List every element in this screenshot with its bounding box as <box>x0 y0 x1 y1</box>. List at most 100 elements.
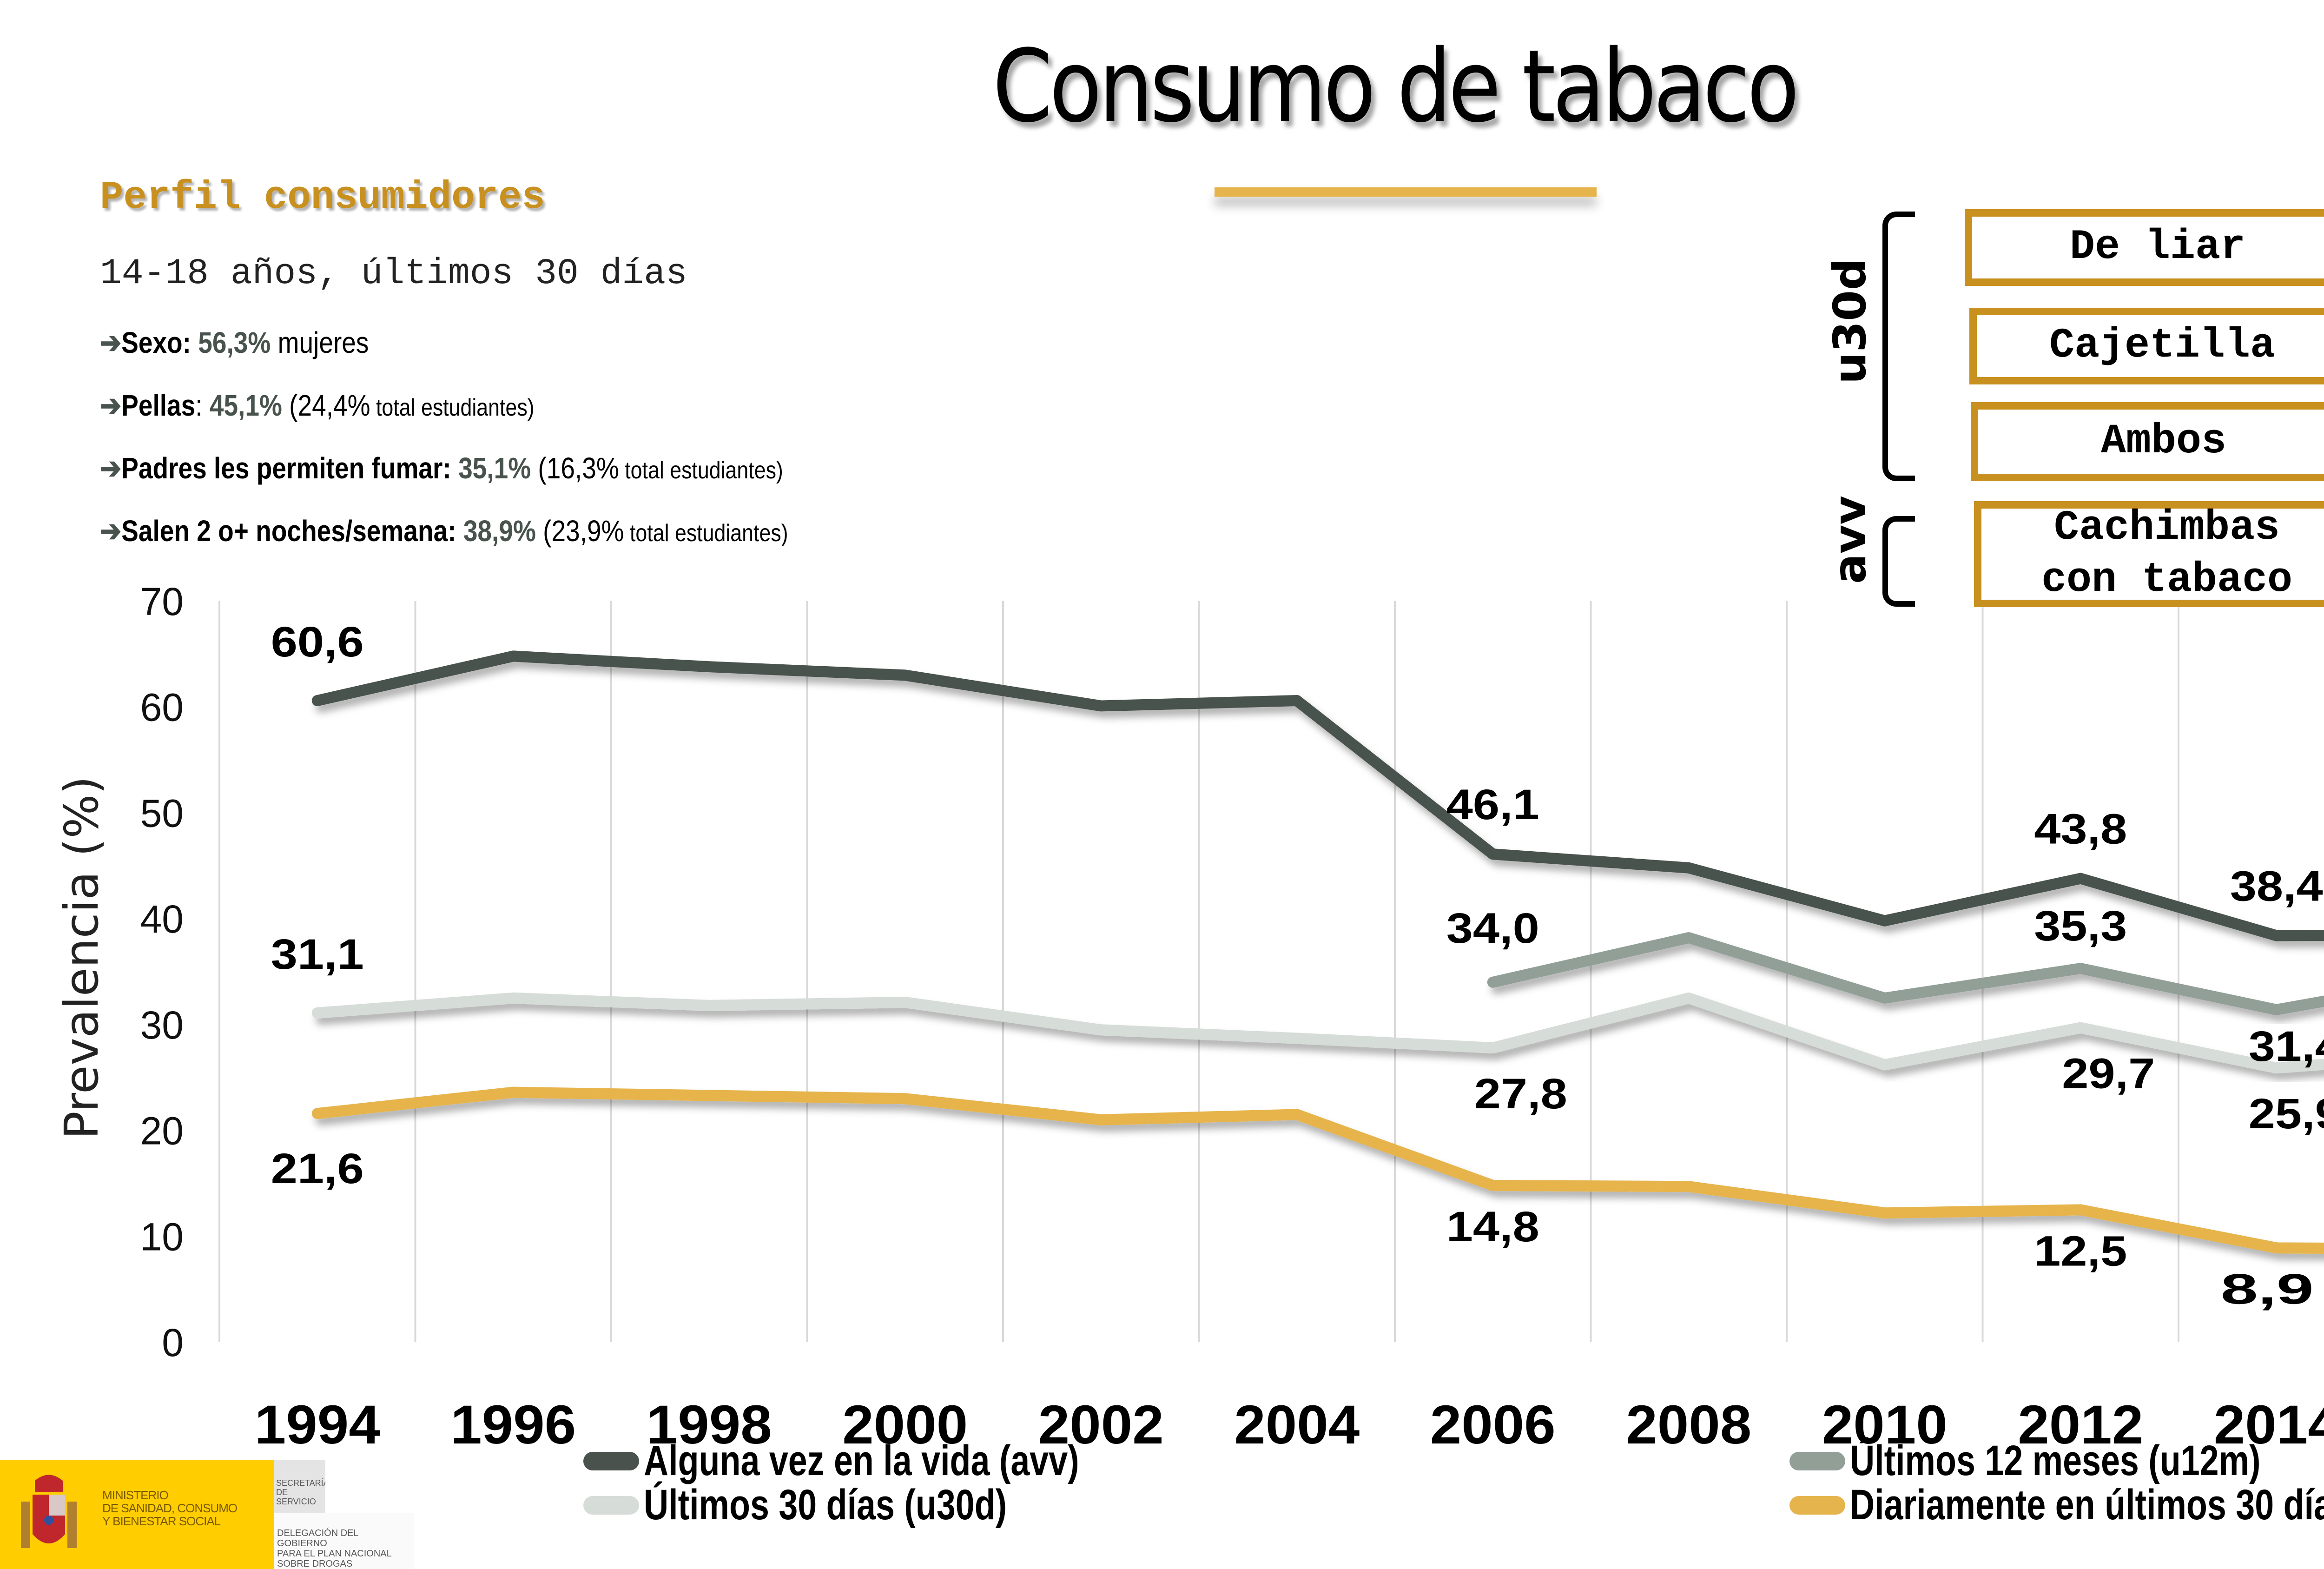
arrow-icon: ➔ <box>100 389 122 422</box>
data-point-u12m <box>2276 1009 2277 1010</box>
bullet-label: Salen 2 o+ noches/semana: <box>121 514 456 548</box>
legend-swatch-avv <box>583 1451 639 1470</box>
data-point-u30d <box>1884 1064 1885 1066</box>
ministry-line: Y BIENESTAR SOCIAL <box>102 1514 221 1528</box>
data-point-u30d <box>513 997 514 999</box>
bullet-value: 38,9% <box>463 514 536 548</box>
x-tick-label: 1996 <box>450 1394 576 1456</box>
data-point-u30d <box>708 1005 710 1006</box>
type-label: Cachimbas con tabaco <box>2041 502 2292 607</box>
x-tick-label: 2010 <box>1822 1394 1948 1456</box>
bullet-rest: mujeres <box>271 326 369 359</box>
data-point-u12m <box>2080 968 2081 969</box>
x-tick-label: 2014 <box>2214 1394 2324 1456</box>
data-point-daily <box>1688 1186 1690 1187</box>
y-tick-label: 0 <box>162 1321 184 1364</box>
ministry-line: MINISTERIO <box>102 1488 169 1502</box>
data-label-u30d: 27,8 <box>1474 1070 1567 1118</box>
legend-label: Alguna vez en la vida (avv) <box>644 1437 1079 1484</box>
data-point-u30d <box>2080 1027 2081 1028</box>
x-tick-label: 1998 <box>647 1394 772 1456</box>
y-tick-label: 10 <box>140 1215 184 1258</box>
data-label-daily: 8,9 <box>2221 1265 2314 1313</box>
delegacion-line: SOBRE DROGAS <box>277 1559 353 1569</box>
data-point-u30d <box>1688 997 1690 999</box>
delegacion-line: PARA EL PLAN NACIONAL <box>277 1549 392 1559</box>
legend-label: Últimos 30 días (u30d) <box>644 1481 1007 1529</box>
legend-swatch-u30d <box>583 1496 639 1515</box>
x-tick-label: 2002 <box>1038 1394 1164 1456</box>
ministry-name: MINISTERIO DE SANIDAD, CONSUMO Y BIENEST… <box>102 1488 238 1528</box>
ministry-logo: MINISTERIO DE SANIDAD, CONSUMO Y BIENEST… <box>0 1460 274 1569</box>
bullet-paren-text: total estudiantes) <box>619 457 783 484</box>
group-label-u30d: u30d <box>1824 258 1876 384</box>
data-point-avv <box>513 655 514 657</box>
data-point-daily <box>2080 1209 2081 1211</box>
arrow-icon: ➔ <box>100 326 122 359</box>
type-label: Cajetilla <box>2049 322 2276 370</box>
series-line-daily <box>311 1086 2324 1254</box>
bullet-value: 56,3% <box>198 326 271 359</box>
data-point-avv <box>1688 867 1690 868</box>
x-tick-label: 2004 <box>1234 1394 1360 1456</box>
data-label-avv: 38,4 <box>2230 863 2323 910</box>
data-point-daily <box>1884 1212 1885 1214</box>
data-label-u12m: 35,3 <box>2034 902 2127 950</box>
data-point-avv <box>317 700 318 702</box>
legend-item-u30d: Últimos 30 días (u30d) <box>583 1481 1097 1529</box>
y-tick-label: 20 <box>140 1109 184 1153</box>
bullet-paren-value: (16,3% <box>538 451 619 485</box>
delegacion-logo: DELEGACIÓN DEL GOBIERNO PARA EL PLAN NAC… <box>274 1513 414 1569</box>
data-label-avv: 60,6 <box>271 618 364 666</box>
bullet-value: 35,1% <box>458 451 531 485</box>
y-tick-label: 70 <box>140 580 184 623</box>
y-axis-title: Prevalencia (%) <box>54 776 109 1139</box>
arrow-icon: ➔ <box>100 514 122 548</box>
data-label-u30d: 29,7 <box>2062 1050 2155 1098</box>
page-title: Consumo de tabaco <box>992 28 1799 145</box>
data-point-u30d <box>1296 1038 1298 1039</box>
data-point-avv <box>1884 920 1885 921</box>
type-box-de-liar: De liar <box>1965 209 2324 286</box>
x-tick-label: 2012 <box>2018 1394 2143 1456</box>
data-point-avv <box>2276 935 2277 936</box>
data-point-daily <box>1492 1185 1493 1186</box>
data-point-u12m <box>1688 937 1690 939</box>
y-tick-label: 30 <box>140 1003 184 1047</box>
data-point-daily <box>708 1095 710 1096</box>
legend-item-avv: Alguna vez en la vida (avv) <box>583 1437 1188 1485</box>
data-point-daily <box>513 1092 514 1093</box>
bullet-colon: : <box>195 389 203 422</box>
type-box-ambos: Ambos <box>1971 402 2324 481</box>
data-point-avv <box>708 666 710 668</box>
data-point-daily <box>2276 1247 2277 1249</box>
legend-item-u12m: Últimos 12 meses (u12m) <box>1789 1437 2324 1485</box>
x-axis-ticks: 1994 1996 1998 2000 2002 2004 2006 2008 2010 2012… <box>255 1394 2324 1456</box>
x-tick-label: 2008 <box>1626 1394 1751 1456</box>
profile-subheading: 14-18 años, últimos 30 días <box>100 253 687 294</box>
bullet-paren-value: (24,4% <box>289 389 370 422</box>
y-tick-label: 50 <box>140 791 184 835</box>
data-point-u30d <box>1100 1029 1102 1031</box>
series-line-avv <box>311 650 2324 941</box>
bullet-paren-value: (23,9% <box>543 514 624 548</box>
legend-item-daily: Diariamente en últimos 30 días <box>1789 1481 2324 1529</box>
type-label: Ambos <box>2100 417 2227 465</box>
data-label-u12m: 34,0 <box>1446 905 1539 952</box>
type-label: De liar <box>2069 224 2246 271</box>
data-point-u30d <box>1492 1047 1493 1048</box>
legend-swatch-daily <box>1789 1496 1845 1515</box>
type-box-cachimbas: Cachimbas con tabaco <box>1974 501 2324 607</box>
data-label-u30d: 31,1 <box>271 931 364 978</box>
group-label-avv: avv <box>1824 496 1876 584</box>
profile-bullet-parents: ➔Padres les permiten fumar: 35,1% (16,3%… <box>100 451 783 486</box>
secretaria-logo: SECRETARÍA DE SERVICIO <box>274 1460 325 1513</box>
data-label-u30d: 25,9 <box>2249 1090 2324 1138</box>
data-point-daily <box>1100 1119 1102 1120</box>
data-point-u12m <box>1492 981 1493 983</box>
y-axis-ticks: 0 10 20 30 40 50 60 70 <box>140 580 184 1364</box>
x-tick-label: 2006 <box>1430 1394 1556 1456</box>
data-label-daily: 21,6 <box>271 1145 364 1192</box>
avv-bracket <box>1882 516 1915 607</box>
